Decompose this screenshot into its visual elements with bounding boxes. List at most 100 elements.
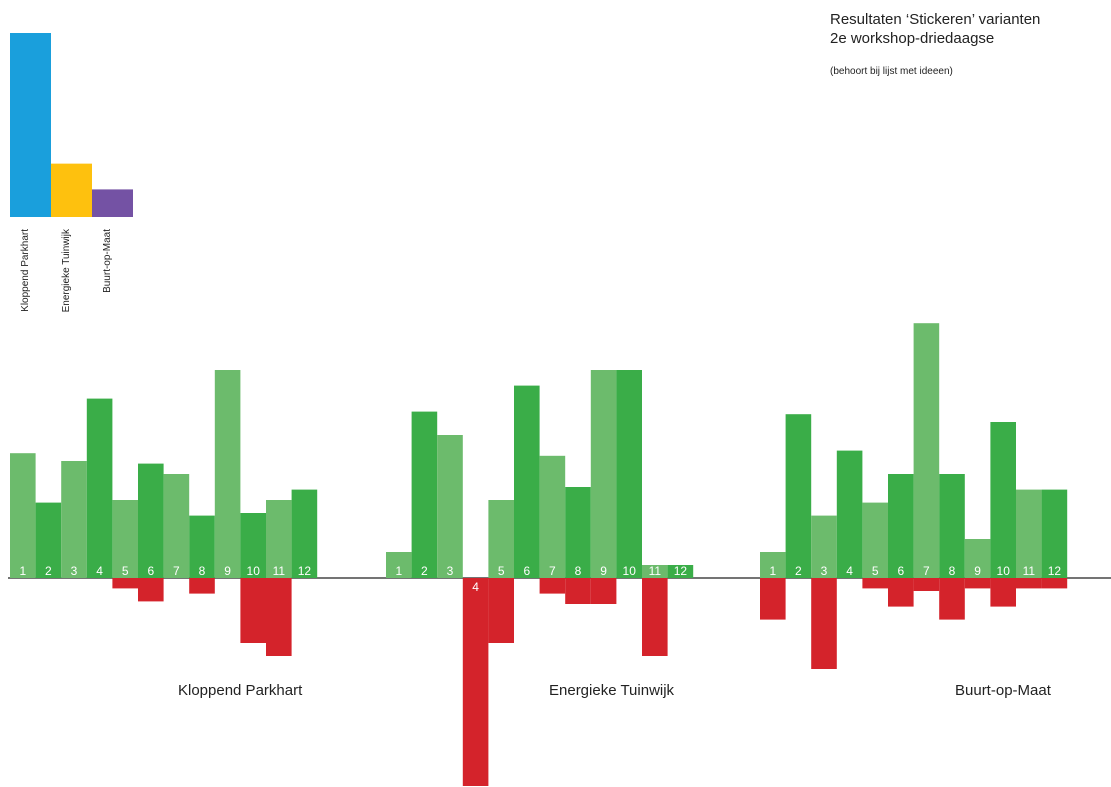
summary-label-2: Energieke Tuinwijk [61, 228, 72, 312]
chart-subtitle: 2e workshop-driedaagse [830, 30, 995, 47]
bar-positive-g1-7 [163, 474, 190, 578]
summary-label-1: Kloppend Parkhart [20, 229, 31, 312]
category-label-g2-1: 1 [395, 564, 402, 578]
bar-positive-g3-10 [990, 422, 1016, 578]
bar-negative-g3-5 [862, 578, 888, 589]
category-label-g2-4: 4 [472, 580, 479, 594]
bar-negative-g2-4 [462, 578, 489, 786]
category-label-g2-10: 10 [623, 564, 637, 578]
category-label-g3-9: 9 [974, 564, 981, 578]
bar-positive-g2-7 [539, 455, 566, 578]
category-label-g2-5: 5 [498, 564, 505, 578]
category-label-g1-4: 4 [96, 564, 103, 578]
bar-positive-g2-1 [386, 552, 412, 578]
bar-positive-g1-8 [189, 515, 215, 578]
category-label-g3-8: 8 [949, 564, 956, 578]
category-label-g1-8: 8 [199, 564, 206, 578]
bar-negative-g1-5 [112, 578, 138, 589]
bar-positive-g3-2 [785, 414, 812, 578]
chart-note: (behoort bij lijst met ideeen) [830, 66, 953, 77]
bar-negative-g1-11 [266, 578, 292, 656]
bar-negative-g1-6 [138, 578, 164, 602]
summary-bar-2 [51, 163, 92, 217]
bar-negative-g3-6 [888, 578, 914, 607]
bar-positive-g1-3 [61, 461, 87, 578]
category-label-g1-5: 5 [122, 564, 129, 578]
bar-negative-g3-11 [1016, 578, 1042, 589]
bar-positive-g3-8 [939, 474, 965, 578]
category-label-g1-12: 12 [298, 564, 312, 578]
bar-positive-g2-8 [565, 487, 591, 578]
bar-positive-g2-9 [590, 370, 617, 578]
bar-positive-g3-3 [811, 515, 837, 578]
category-label-g2-2: 2 [421, 564, 428, 578]
bar-negative-g2-7 [539, 578, 566, 594]
bar-positive-g1-11 [266, 500, 292, 578]
summary-bar-1 [10, 33, 51, 217]
bar-positive-g1-1 [10, 453, 36, 578]
bar-positive-g3-4 [836, 450, 863, 578]
bar-negative-g3-9 [964, 578, 991, 589]
bar-positive-g2-11 [642, 565, 668, 578]
bar-positive-g1-6 [138, 463, 164, 578]
bar-positive-g1-5 [112, 500, 138, 578]
bar-positive-g1-9 [214, 370, 241, 578]
category-label-g3-2: 2 [795, 564, 802, 578]
bar-positive-g2-12 [667, 565, 694, 578]
bar-negative-g3-1 [760, 578, 786, 620]
bar-negative-g3-10 [990, 578, 1016, 607]
category-label-g2-9: 9 [600, 564, 607, 578]
category-label-g3-11: 11 [1023, 564, 1036, 578]
bar-negative-g3-8 [939, 578, 965, 620]
bar-positive-g3-1 [760, 552, 786, 578]
bar-positive-g1-2 [35, 502, 62, 578]
bar-negative-g2-11 [642, 578, 668, 656]
category-label-g3-7: 7 [923, 564, 930, 578]
bar-positive-g3-5 [862, 502, 888, 578]
group-label-energieke-tuinwijk: Energieke Tuinwijk [549, 682, 675, 699]
bar-negative-g2-5 [488, 578, 514, 643]
category-label-g1-11: 11 [273, 564, 286, 578]
bar-negative-g1-10 [240, 578, 266, 643]
chart-title: Resultaten ‘Stickeren’ varianten [830, 11, 1041, 28]
bar-positive-g3-7 [913, 323, 940, 578]
category-label-g2-11: 11 [649, 564, 662, 578]
category-label-g3-1: 1 [769, 564, 776, 578]
group-label-buurt-op-maat: Buurt-op-Maat [955, 682, 1051, 699]
category-label-g3-12: 12 [1048, 564, 1062, 578]
category-label-g3-3: 3 [821, 564, 828, 578]
category-label-g3-6: 6 [897, 564, 904, 578]
category-label-g1-7: 7 [173, 564, 180, 578]
category-label-g2-3: 3 [447, 564, 454, 578]
category-label-g1-3: 3 [71, 564, 78, 578]
bar-positive-g2-10 [616, 370, 642, 578]
bar-positive-g2-5 [488, 500, 514, 578]
bar-positive-g1-10 [240, 513, 266, 578]
category-label-g2-8: 8 [575, 564, 582, 578]
bar-positive-g2-2 [411, 411, 438, 578]
category-label-g3-5: 5 [872, 564, 879, 578]
group-label-kloppend-parkhart: Kloppend Parkhart [178, 682, 303, 699]
summary-bar-3 [92, 189, 133, 217]
bar-positive-g3-11 [1016, 489, 1042, 578]
category-label-g1-2: 2 [45, 564, 52, 578]
bar-negative-g3-7 [913, 578, 940, 591]
title-block: Resultaten ‘Stickeren’ varianten 2e work… [830, 10, 1040, 77]
summary-label-3: Buurt-op-Maat [102, 229, 113, 293]
category-label-g2-12: 12 [674, 564, 688, 578]
bar-negative-g3-12 [1041, 578, 1068, 589]
category-label-g2-7: 7 [549, 564, 556, 578]
bar-negative-g2-9 [590, 578, 617, 604]
category-label-g2-6: 6 [523, 564, 530, 578]
category-label-g3-10: 10 [997, 564, 1011, 578]
bar-positive-g2-6 [514, 385, 540, 578]
category-label-g1-1: 1 [19, 564, 26, 578]
category-label-g1-10: 10 [247, 564, 261, 578]
bar-positive-g1-12 [291, 489, 318, 578]
bar-positive-g3-6 [888, 474, 914, 578]
bar-positive-g1-4 [86, 398, 113, 578]
category-label-g1-9: 9 [224, 564, 231, 578]
bar-negative-g2-8 [565, 578, 591, 604]
category-label-g1-6: 6 [147, 564, 154, 578]
